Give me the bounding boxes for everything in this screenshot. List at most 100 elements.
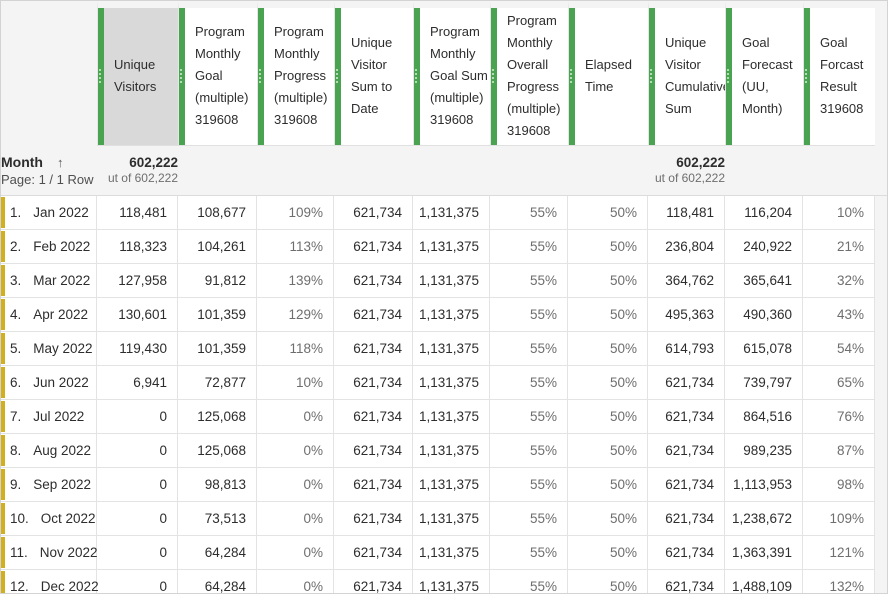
column-drag-handle-icon[interactable] <box>179 8 185 145</box>
cell-program-monthly-goal-sum[interactable]: 1,131,375 <box>413 399 490 434</box>
cell-goal-forecast-result[interactable]: 43% <box>803 297 875 332</box>
cell-goal-forecast[interactable]: 1,113,953 <box>725 467 803 502</box>
column-drag-handle-icon[interactable] <box>491 8 497 145</box>
cell-goal-forecast[interactable]: 116,204 <box>725 195 803 230</box>
cell-goal-forecast-result[interactable]: 87% <box>803 433 875 468</box>
cell-uv-sum-to-date[interactable]: 621,734 <box>334 535 413 570</box>
column-drag-handle-icon[interactable] <box>258 8 264 145</box>
cell-elapsed-time[interactable]: 50% <box>568 331 648 366</box>
month-dimension-cell[interactable]: 6. Jun 2022 <box>1 365 97 400</box>
column-header-elapsed-time[interactable]: Elapsed Time <box>568 1 648 146</box>
column-header-uv-sum-to-date[interactable]: Unique Visitor Sum to Date <box>334 1 413 146</box>
cell-program-monthly-progress[interactable]: 139% <box>257 263 334 298</box>
cell-goal-forecast[interactable]: 1,363,391 <box>725 535 803 570</box>
cell-program-monthly-goal-sum[interactable]: 1,131,375 <box>413 365 490 400</box>
column-header-uv-cumulative-sum[interactable]: Unique Visitor Cumulative Sum <box>648 1 730 146</box>
cell-uv-cumulative-sum[interactable]: 118,481 <box>648 195 725 230</box>
dimension-header[interactable]: Month ↑ Page: 1 / 1 Row <box>1 145 97 196</box>
cell-goal-forecast[interactable]: 365,641 <box>725 263 803 298</box>
cell-program-monthly-overall-progress[interactable]: 55% <box>490 229 568 264</box>
cell-goal-forecast[interactable]: 1,238,672 <box>725 501 803 536</box>
cell-elapsed-time[interactable]: 50% <box>568 535 648 570</box>
cell-goal-forecast-result[interactable]: 76% <box>803 399 875 434</box>
month-dimension-cell[interactable]: 5. May 2022 <box>1 331 97 366</box>
cell-uv-cumulative-sum[interactable]: 621,734 <box>648 501 725 536</box>
cell-program-monthly-goal-sum[interactable]: 1,131,375 <box>413 535 490 570</box>
cell-program-monthly-overall-progress[interactable]: 55% <box>490 399 568 434</box>
cell-program-monthly-goal-sum[interactable]: 1,131,375 <box>413 569 490 593</box>
cell-goal-forecast-result[interactable]: 54% <box>803 331 875 366</box>
cell-program-monthly-overall-progress[interactable]: 55% <box>490 501 568 536</box>
column-header-program-monthly-progress[interactable]: Program Monthly Progress (multiple) 3196… <box>257 1 334 146</box>
month-dimension-cell[interactable]: 7. Jul 2022 <box>1 399 97 434</box>
cell-program-monthly-goal-sum[interactable]: 1,131,375 <box>413 331 490 366</box>
cell-unique-visitors[interactable]: 119,430 <box>97 331 178 366</box>
column-header-program-monthly-goal[interactable]: Program Monthly Goal (multiple) 319608 <box>178 1 257 146</box>
cell-program-monthly-progress[interactable]: 0% <box>257 535 334 570</box>
cell-uv-sum-to-date[interactable]: 621,734 <box>334 331 413 366</box>
cell-uv-sum-to-date[interactable]: 621,734 <box>334 365 413 400</box>
cell-uv-cumulative-sum[interactable]: 614,793 <box>648 331 725 366</box>
cell-program-monthly-goal-sum[interactable]: 1,131,375 <box>413 229 490 264</box>
column-drag-handle-icon[interactable] <box>98 8 104 145</box>
month-dimension-cell[interactable]: 4. Apr 2022 <box>1 297 97 332</box>
cell-uv-sum-to-date[interactable]: 621,734 <box>334 195 413 230</box>
cell-unique-visitors[interactable]: 0 <box>97 501 178 536</box>
cell-program-monthly-goal[interactable]: 64,284 <box>178 535 257 570</box>
cell-uv-cumulative-sum[interactable]: 621,734 <box>648 399 725 434</box>
cell-program-monthly-overall-progress[interactable]: 55% <box>490 535 568 570</box>
cell-program-monthly-goal[interactable]: 104,261 <box>178 229 257 264</box>
cell-goal-forecast[interactable]: 739,797 <box>725 365 803 400</box>
month-dimension-cell[interactable]: 3. Mar 2022 <box>1 263 97 298</box>
cell-program-monthly-goal[interactable]: 125,068 <box>178 399 257 434</box>
cell-uv-cumulative-sum[interactable]: 236,804 <box>648 229 725 264</box>
cell-uv-sum-to-date[interactable]: 621,734 <box>334 263 413 298</box>
cell-program-monthly-overall-progress[interactable]: 55% <box>490 467 568 502</box>
cell-uv-cumulative-sum[interactable]: 621,734 <box>648 365 725 400</box>
cell-uv-cumulative-sum[interactable]: 621,734 <box>648 569 725 593</box>
column-drag-handle-icon[interactable] <box>804 8 810 145</box>
cell-program-monthly-progress[interactable]: 0% <box>257 467 334 502</box>
cell-program-monthly-goal-sum[interactable]: 1,131,375 <box>413 195 490 230</box>
cell-unique-visitors[interactable]: 0 <box>97 433 178 468</box>
cell-program-monthly-goal-sum[interactable]: 1,131,375 <box>413 501 490 536</box>
cell-program-monthly-goal[interactable]: 91,812 <box>178 263 257 298</box>
month-dimension-cell[interactable]: 8. Aug 2022 <box>1 433 97 468</box>
cell-program-monthly-overall-progress[interactable]: 55% <box>490 569 568 593</box>
cell-goal-forecast[interactable]: 989,235 <box>725 433 803 468</box>
cell-program-monthly-overall-progress[interactable]: 55% <box>490 297 568 332</box>
cell-program-monthly-overall-progress[interactable]: 55% <box>490 433 568 468</box>
cell-program-monthly-goal-sum[interactable]: 1,131,375 <box>413 433 490 468</box>
cell-goal-forecast-result[interactable]: 121% <box>803 535 875 570</box>
cell-goal-forecast-result[interactable]: 109% <box>803 501 875 536</box>
cell-program-monthly-goal[interactable]: 98,813 <box>178 467 257 502</box>
cell-uv-sum-to-date[interactable]: 621,734 <box>334 467 413 502</box>
cell-uv-cumulative-sum[interactable]: 621,734 <box>648 433 725 468</box>
cell-unique-visitors[interactable]: 0 <box>97 569 178 593</box>
cell-uv-sum-to-date[interactable]: 621,734 <box>334 569 413 593</box>
cell-program-monthly-overall-progress[interactable]: 55% <box>490 331 568 366</box>
cell-goal-forecast-result[interactable]: 21% <box>803 229 875 264</box>
cell-unique-visitors[interactable]: 118,481 <box>97 195 178 230</box>
cell-goal-forecast[interactable]: 615,078 <box>725 331 803 366</box>
column-drag-handle-icon[interactable] <box>726 8 732 145</box>
cell-uv-sum-to-date[interactable]: 621,734 <box>334 433 413 468</box>
cell-elapsed-time[interactable]: 50% <box>568 569 648 593</box>
cell-goal-forecast-result[interactable]: 65% <box>803 365 875 400</box>
cell-elapsed-time[interactable]: 50% <box>568 297 648 332</box>
month-dimension-cell[interactable]: 1. Jan 2022 <box>1 195 97 230</box>
cell-program-monthly-progress[interactable]: 0% <box>257 569 334 593</box>
cell-elapsed-time[interactable]: 50% <box>568 433 648 468</box>
cell-program-monthly-goal[interactable]: 73,513 <box>178 501 257 536</box>
cell-uv-sum-to-date[interactable]: 621,734 <box>334 399 413 434</box>
month-dimension-cell[interactable]: 10. Oct 2022 <box>1 501 97 536</box>
cell-elapsed-time[interactable]: 50% <box>568 263 648 298</box>
cell-uv-cumulative-sum[interactable]: 364,762 <box>648 263 725 298</box>
cell-goal-forecast-result[interactable]: 32% <box>803 263 875 298</box>
cell-uv-sum-to-date[interactable]: 621,734 <box>334 501 413 536</box>
cell-program-monthly-progress[interactable]: 118% <box>257 331 334 366</box>
cell-program-monthly-overall-progress[interactable]: 55% <box>490 195 568 230</box>
column-header-program-monthly-goal-sum[interactable]: Program Monthly Goal Sum (multiple) 3196… <box>413 1 490 146</box>
sort-ascending-icon[interactable]: ↑ <box>56 154 64 170</box>
cell-program-monthly-goal[interactable]: 101,359 <box>178 297 257 332</box>
